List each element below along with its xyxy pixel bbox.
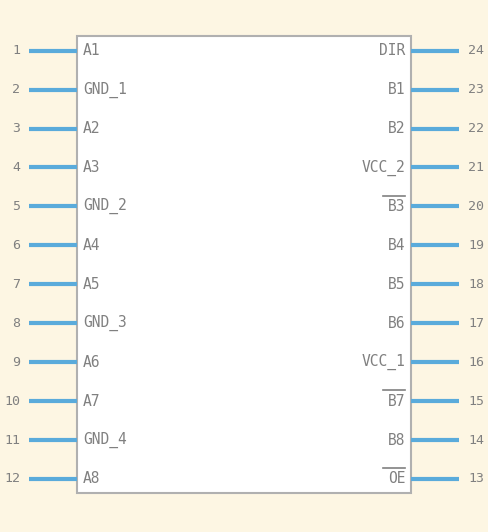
Text: 18: 18: [468, 278, 484, 291]
Text: 24: 24: [468, 44, 484, 57]
Text: GND_1: GND_1: [83, 81, 126, 98]
Text: 11: 11: [4, 434, 20, 446]
Text: 23: 23: [468, 83, 484, 96]
Text: B6: B6: [387, 315, 405, 331]
Text: 8: 8: [12, 317, 20, 330]
Text: 15: 15: [468, 395, 484, 408]
Text: 7: 7: [12, 278, 20, 291]
Text: 6: 6: [12, 239, 20, 252]
Text: VCC_1: VCC_1: [362, 354, 405, 370]
Text: A7: A7: [83, 394, 101, 409]
Text: 17: 17: [468, 317, 484, 330]
Text: 13: 13: [468, 472, 484, 486]
Text: GND_4: GND_4: [83, 432, 126, 448]
Text: VCC_2: VCC_2: [362, 160, 405, 176]
Text: 1: 1: [12, 44, 20, 57]
Text: 19: 19: [468, 239, 484, 252]
Text: 21: 21: [468, 161, 484, 174]
Bar: [77, 36, 411, 494]
Text: 14: 14: [468, 434, 484, 446]
Text: B4: B4: [387, 238, 405, 253]
Text: A8: A8: [83, 471, 101, 486]
Text: 4: 4: [12, 161, 20, 174]
Text: B3: B3: [387, 199, 405, 214]
Text: B8: B8: [387, 433, 405, 447]
Text: A2: A2: [83, 121, 101, 136]
Text: DIR: DIR: [379, 43, 405, 58]
Text: 3: 3: [12, 122, 20, 135]
Text: 5: 5: [12, 200, 20, 213]
Text: GND_2: GND_2: [83, 198, 126, 214]
Text: 2: 2: [12, 83, 20, 96]
Text: 22: 22: [468, 122, 484, 135]
Text: B5: B5: [387, 277, 405, 292]
Text: A5: A5: [83, 277, 101, 292]
Text: 20: 20: [468, 200, 484, 213]
Text: 9: 9: [12, 355, 20, 369]
Text: GND_3: GND_3: [83, 315, 126, 331]
Text: OE: OE: [387, 471, 405, 486]
Text: 16: 16: [468, 355, 484, 369]
Text: A3: A3: [83, 160, 101, 175]
Text: 10: 10: [4, 395, 20, 408]
Text: A1: A1: [83, 43, 101, 58]
Text: A6: A6: [83, 355, 101, 370]
Text: B1: B1: [387, 82, 405, 97]
Text: A4: A4: [83, 238, 101, 253]
Text: B7: B7: [387, 394, 405, 409]
Text: 12: 12: [4, 472, 20, 486]
Text: B2: B2: [387, 121, 405, 136]
